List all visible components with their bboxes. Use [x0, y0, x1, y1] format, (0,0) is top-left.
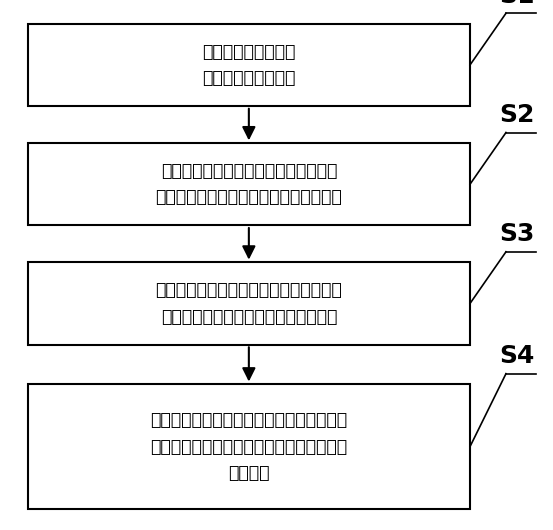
Text: S4: S4: [499, 344, 535, 368]
Bar: [28, 24, 470, 106]
Text: 在第一蚀刻停止层上制作氧化层，第一
蚀刻停止层的蚀刻率小于氧化层的蚀刻率: 在第一蚀刻停止层上制作氧化层，第一 蚀刻停止层的蚀刻率小于氧化层的蚀刻率: [155, 162, 342, 206]
Text: 在衬底上的交互层上
制作第一蚀刻停止层: 在衬底上的交互层上 制作第一蚀刻停止层: [202, 43, 295, 87]
Text: 在第一接触孔内蚀刻第一蚀刻停止层，制作
第二接触孔，第二接触孔的底部延伸至所述
交互层上: 在第一接触孔内蚀刻第一蚀刻停止层，制作 第二接触孔，第二接触孔的底部延伸至所述 …: [150, 411, 347, 482]
Text: S2: S2: [499, 103, 535, 127]
Text: 蚀刻氧化层，制作第一接触孔，第一接触
孔的蚀刻终点在所述第一蚀刻停止层内: 蚀刻氧化层，制作第一接触孔，第一接触 孔的蚀刻终点在所述第一蚀刻停止层内: [155, 281, 342, 325]
Bar: [28, 143, 470, 225]
Text: S3: S3: [499, 223, 535, 246]
Bar: [28, 262, 470, 345]
Bar: [28, 384, 470, 509]
Text: S1: S1: [499, 0, 535, 8]
